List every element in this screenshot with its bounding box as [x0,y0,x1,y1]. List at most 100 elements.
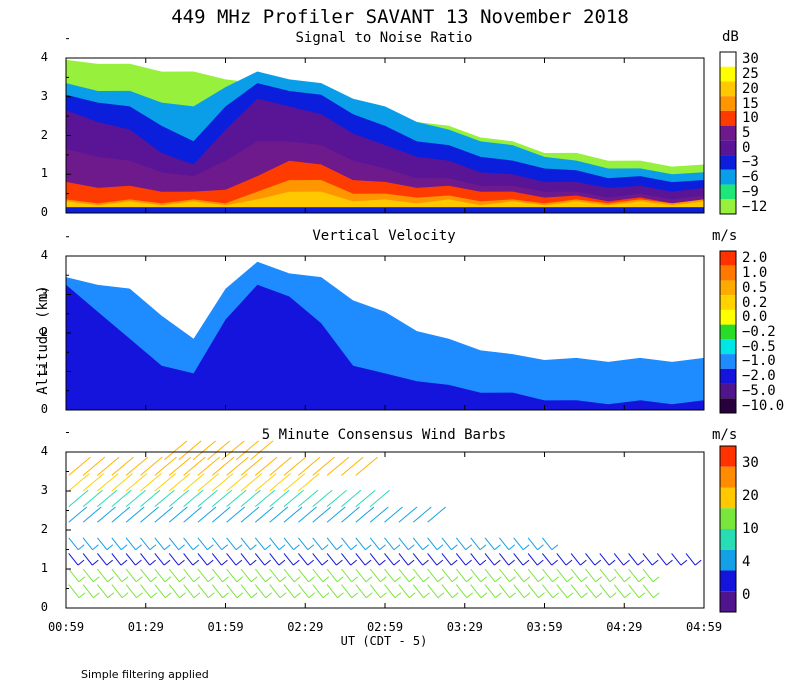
wind-barb-flag [167,489,175,496]
wind-barb-flag [383,489,390,496]
wind-barb [140,553,151,566]
wind-barb-flag [322,592,330,599]
wind-barb-flag [249,559,257,566]
wind-barb [125,553,136,566]
wind-barb-flag [537,544,544,551]
wind-barb [68,584,80,599]
colorbar-label: 0.0 [742,309,768,326]
wind-barb [398,511,412,523]
wind-barb [384,568,396,583]
wind-barb [68,537,79,551]
wind-barb [154,478,171,492]
y-tick-label: 1 [40,363,48,378]
wind-barb-flag [207,576,215,583]
wind-barb [197,537,208,551]
wind-barb-flag [279,576,287,583]
wind-barb-flag [342,456,350,463]
wind-barb-flag [236,576,244,583]
wind-barb-flag [110,489,118,496]
wind-barb [211,478,228,492]
wind-barb-flag [509,576,516,583]
wind-barb-flag [624,592,631,599]
y-tick-label: 1 [40,561,48,575]
wind-barb-flag [93,592,100,599]
wind-barb-flag [91,559,99,566]
wind-barb [168,511,182,523]
wind-barb [628,584,640,599]
wind-barb-flag [299,456,307,463]
wind-barb [168,478,185,492]
wind-barb [312,511,326,523]
colorbar-swatch [720,570,736,592]
wind-barb [140,461,157,476]
x-tick-label: 03:29 [446,620,483,634]
wind-barb [369,537,380,551]
wind-barb-flag [135,559,142,566]
wind-barb-flag [106,544,114,551]
wind-barb-flag [207,592,215,599]
colorbar-label: 0.2 [742,294,768,311]
wind-barb [283,584,295,599]
wind-barb-flag [424,506,432,513]
wind-barb [341,511,354,523]
wind-barb [556,553,567,566]
y-tick-label: 3 [40,88,48,103]
wind-barb [427,511,441,523]
wind-barb [140,537,151,551]
wind-barb [355,461,372,476]
wind-barb-flag [242,456,249,463]
wind-barb [211,461,229,476]
wind-barb [326,568,338,583]
x-tick-label: 00:59 [47,620,85,634]
wind-barb-flag [282,489,290,496]
wind-barb-flag [135,544,142,551]
wind-barb-flag [609,576,617,583]
wind-barb [499,584,511,599]
wind-barb [585,553,596,566]
wind-barb [140,478,156,492]
wind-barb-flag [508,559,515,566]
wind-barb-flag [308,592,316,599]
wind-barb [513,553,524,566]
wind-barb-flag [112,456,120,463]
wind-barb-flag [508,544,516,551]
wind-barb-flag [182,489,190,496]
wind-barb-flag [150,592,158,599]
wind-barb [68,553,79,566]
wind-barb-flag [536,559,544,566]
wind-barb [183,478,199,492]
colorbar-frame-2 [719,445,737,613]
wind-barb [585,568,597,583]
wind-barb-flag [135,576,143,583]
y-tick-label: 4 [40,248,48,262]
colorbar-swatch [720,529,736,550]
wind-barb-flag [256,456,264,463]
wind-barb-flag [221,544,229,551]
colorbar-swatch [720,125,736,141]
wind-barb-flag [311,489,319,496]
wind-barb-flag [250,576,258,583]
wind-barb [183,537,194,551]
wind-barb-flag [394,592,402,599]
wind-barb [427,537,438,551]
wind-barb [369,584,381,599]
wind-barb-flag [193,576,201,583]
wind-barb-flag [580,576,588,583]
wind-barb [250,445,268,461]
wind-barb [326,511,340,523]
wind-barb [240,568,252,583]
wind-barb [168,494,184,507]
wind-barb [642,553,653,566]
wind-barb [68,461,85,476]
wind-barb [484,568,496,583]
wind-barb-flag [238,506,246,513]
wind-barb [441,537,452,551]
wind-barb [82,537,93,551]
colorbar-label: 10 [742,521,759,537]
wind-barb-flag [379,544,386,551]
colorbar-swatch [720,324,736,340]
wind-barb-flag [252,440,259,447]
wind-barb [455,553,466,566]
wind-barb-flag [155,456,163,463]
wind-barb [254,461,272,476]
